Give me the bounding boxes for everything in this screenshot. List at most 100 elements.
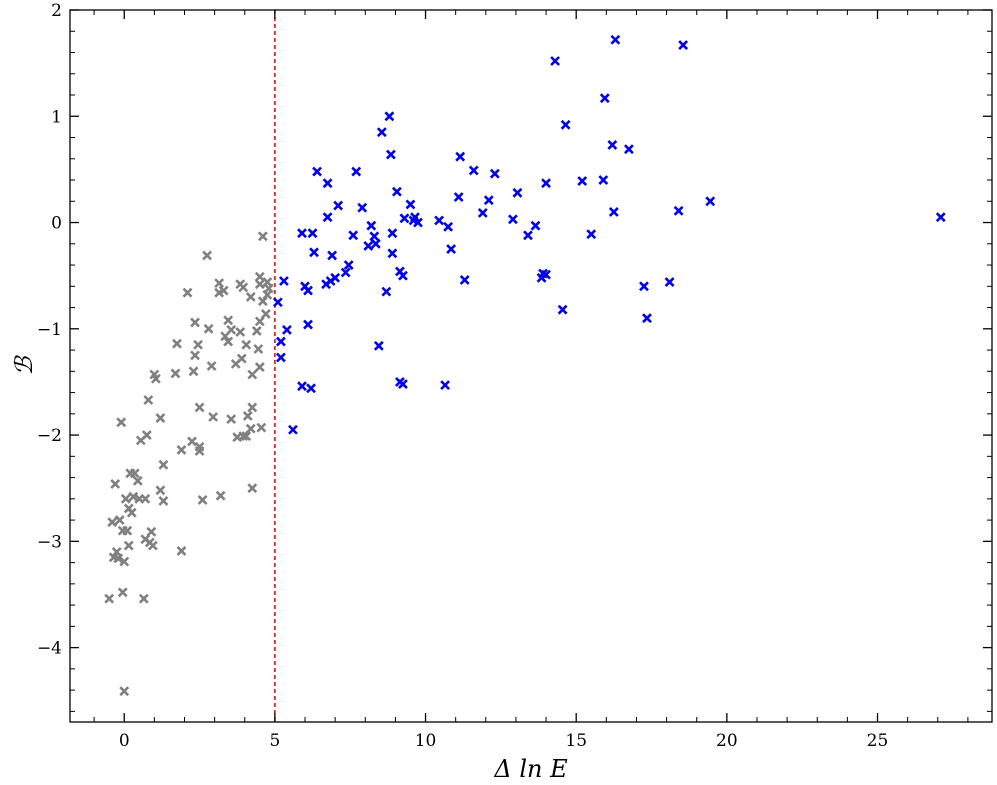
- axis-ticks: 0 5 10 15 20 25 −4 −3 −2 −1 0 1 2: [37, 1, 992, 751]
- data-point: [132, 475, 143, 486]
- data-point: [241, 431, 252, 442]
- data-point: [122, 525, 133, 536]
- data-point: [935, 212, 946, 223]
- data-point: [468, 165, 479, 176]
- data-point: [434, 215, 445, 226]
- data-point: [610, 34, 621, 45]
- data-point: [363, 240, 374, 251]
- data-point: [197, 494, 208, 505]
- data-point: [128, 491, 139, 502]
- data-point: [541, 178, 551, 189]
- x-tick-label: 25: [867, 731, 889, 751]
- data-point: [399, 213, 410, 224]
- data-point: [384, 111, 395, 122]
- x-tick-label: 15: [565, 731, 587, 751]
- data-point: [443, 221, 454, 232]
- data-point: [247, 483, 258, 494]
- y-tick-label: 1: [51, 107, 62, 127]
- data-point: [348, 230, 359, 241]
- data-point: [343, 260, 354, 270]
- data-point: [369, 231, 380, 242]
- data-point: [512, 187, 523, 198]
- data-point: [288, 424, 298, 435]
- data-point: [330, 272, 341, 283]
- y-tick-label: −3: [37, 532, 62, 552]
- data-point: [194, 402, 205, 413]
- data-point: [333, 200, 344, 211]
- data-point: [188, 366, 199, 377]
- data-point: [146, 526, 157, 537]
- data-point: [381, 286, 392, 297]
- data-point: [405, 199, 416, 210]
- data-point: [410, 212, 420, 223]
- data-point: [206, 361, 217, 371]
- data-point: [257, 296, 268, 307]
- data-point: [312, 166, 322, 177]
- data-point: [560, 119, 571, 130]
- data-point: [215, 490, 226, 501]
- data-point: [187, 436, 197, 447]
- data-point: [202, 250, 213, 261]
- data-point: [340, 267, 351, 278]
- data-point: [254, 279, 265, 290]
- data-point: [247, 402, 258, 413]
- data-point: [208, 412, 219, 422]
- data-point: [550, 56, 561, 66]
- data-point: [306, 383, 316, 394]
- data-point: [279, 276, 289, 286]
- data-point: [253, 344, 264, 354]
- data-point: [155, 413, 166, 423]
- data-point: [107, 517, 118, 528]
- data-point: [297, 228, 307, 239]
- data-point: [254, 316, 265, 327]
- data-point: [373, 340, 384, 351]
- data-point: [119, 556, 130, 567]
- data-point: [370, 238, 381, 249]
- x-axis-label: Δ ln E: [493, 755, 568, 783]
- data-point: [247, 369, 258, 380]
- data-point: [413, 217, 423, 228]
- data-point: [673, 205, 684, 216]
- data-point: [586, 229, 597, 240]
- data-point: [440, 380, 451, 391]
- data-point: [577, 176, 588, 187]
- data-point: [477, 208, 488, 218]
- plot-frame: [69, 9, 993, 723]
- y-tick-label: 0: [51, 214, 62, 234]
- data-point: [541, 269, 551, 280]
- series-0: [104, 231, 274, 697]
- data-point: [235, 327, 246, 337]
- data-point: [190, 317, 200, 328]
- data-point: [254, 362, 265, 372]
- data-point: [117, 587, 128, 598]
- data-point: [508, 214, 518, 225]
- data-point: [483, 195, 494, 206]
- data-point: [387, 228, 398, 239]
- data-point: [297, 381, 307, 392]
- data-point: [194, 441, 205, 452]
- data-point: [455, 151, 466, 162]
- axis-labels: Δ ln E ℬ: [10, 354, 568, 783]
- data-point: [238, 282, 249, 293]
- data-point: [251, 326, 262, 336]
- data-point: [203, 323, 214, 334]
- x-tick-label: 0: [119, 731, 130, 751]
- data-point: [557, 304, 568, 315]
- data-point: [143, 395, 154, 405]
- data-point: [639, 281, 649, 292]
- y-tick-label: 2: [51, 1, 62, 21]
- data-point: [140, 493, 151, 504]
- data-point: [624, 144, 634, 155]
- data-point: [129, 468, 140, 479]
- data-point: [120, 493, 131, 504]
- y-axis-label: ℬ: [10, 354, 38, 375]
- data-point: [223, 315, 234, 326]
- data-point: [263, 283, 274, 294]
- data-point: [642, 313, 652, 324]
- data-point: [459, 275, 470, 285]
- data-point: [236, 353, 247, 364]
- data-point: [241, 339, 252, 350]
- data-point: [523, 230, 533, 241]
- data-point: [119, 686, 130, 697]
- data-point: [608, 206, 619, 217]
